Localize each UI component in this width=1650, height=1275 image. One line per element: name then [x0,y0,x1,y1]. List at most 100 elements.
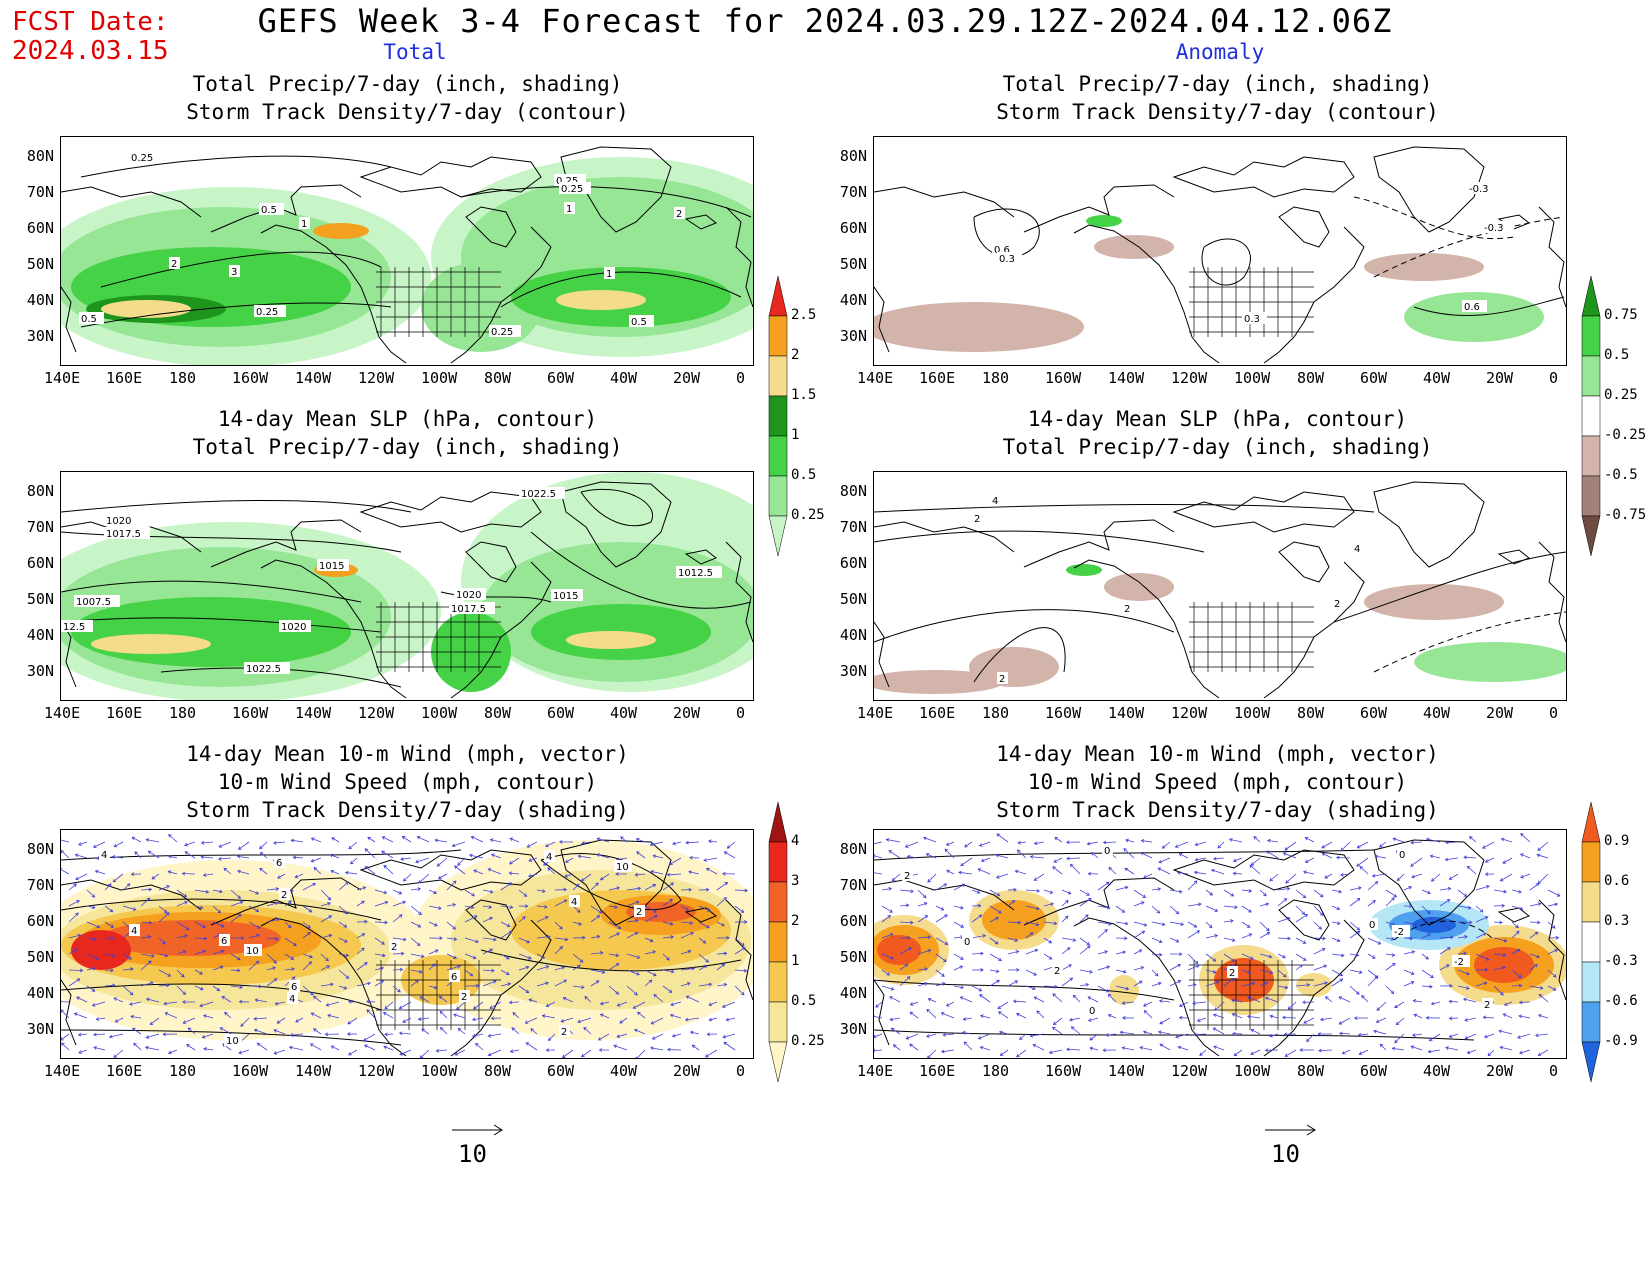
wind-vector-head [721,1004,726,1008]
wind-speed-contour [480,949,742,972]
wind-vector [971,985,982,992]
wind-vector [176,921,190,930]
wind-vector-head [167,870,172,874]
wind-vector [1503,1013,1513,1019]
wind-vector-head [599,950,604,955]
wind-vector [509,857,520,865]
wind-vector-head [1019,1036,1023,1041]
wind-vector [194,937,207,940]
wind-vector [1267,840,1279,843]
wind-vector [1394,1033,1405,1043]
wind-vector-head [1231,958,1236,962]
wind-vector-head [1265,902,1270,907]
wind-vector-head [398,1031,403,1036]
wind-vector [500,969,510,975]
wind-vector-head [361,947,365,952]
wind-vector [230,985,243,988]
contour-label-bg [104,514,136,526]
lat-tick-label: 70N [26,518,54,536]
wind-vector-head [1250,1028,1255,1033]
wind-vector-head [74,948,79,952]
wind-vector-head [1468,836,1473,840]
colorbar-segment [768,355,788,397]
wind-vector-head [309,954,313,959]
wind-vector [95,870,106,875]
wind-vector [418,1017,430,1020]
wind-vector-head [1124,936,1128,941]
wind-vector-head [472,1017,476,1022]
wind-vector [1529,921,1540,923]
wind-vector-head [1554,948,1559,953]
wind-vector-head [508,882,513,886]
wind-vector-head [1161,922,1166,927]
coast-na-west [1073,917,1220,1057]
wind-vector [176,950,186,955]
wind-vector [500,983,511,987]
wind-vector [469,854,484,859]
wind-vector-head [1302,940,1307,944]
wind-vector-head [1106,905,1111,910]
wind-vector [608,905,618,908]
wind-vector-head [327,902,331,906]
lon-tick-label: 100W [421,1062,458,1080]
wind-vector [93,841,106,848]
wind-vector [457,1028,466,1035]
wind-vector [690,1031,700,1035]
wind-vector-head [508,1000,513,1005]
wind-vector-head [1536,954,1541,959]
wind-vector [1259,932,1270,939]
wind-vector-head [1264,996,1269,1001]
wind-vector [338,985,347,990]
wind-vector-head [1068,964,1072,968]
wind-vector-head [1339,972,1344,977]
coast-greenland [1373,481,1485,568]
wind-vector-head [312,1028,317,1032]
wind-vector [1079,898,1092,907]
contour-label: 0.25 [561,184,583,195]
wind-vector-head [1464,1018,1468,1022]
wind-vector [935,914,948,923]
wind-vector [1079,969,1093,973]
storm-anom-contour [1353,196,1515,239]
wind-vector-head [744,888,749,893]
wind-vector-head [926,1034,930,1038]
wind-vector [456,1001,466,1010]
wind-vector [1421,889,1431,894]
wind-vector [935,937,948,945]
wind-vector-head [1124,885,1129,890]
vector-reference-arrow-icon [1265,1124,1316,1136]
contour-label-bg [997,672,1008,684]
wind-vector-head [1302,894,1307,899]
wind-vector-head [887,915,891,919]
wind-vector-head [723,851,728,855]
wind-vector [698,937,706,944]
wind-vector [1192,1001,1207,1004]
wind-vector-head [1161,845,1166,849]
wind-vector-head [73,883,77,887]
colorbar-label: -0.6 [1604,993,1638,1009]
precip-anomaly-shading [874,215,1544,352]
wind-vector-head [1466,971,1470,976]
coast-iceland [1497,907,1530,923]
wind-vector-head [489,916,493,921]
wind-vector [224,1012,232,1019]
contour-label-bg [259,203,284,215]
wind-vector [158,969,171,977]
wind-vector [1034,996,1045,1003]
wind-vector [410,905,422,915]
wind-vector [392,889,402,895]
wind-vector-head [1086,892,1090,896]
wind-vector [953,985,964,989]
contour-label: 2 [676,209,682,220]
wind-vector [917,982,928,987]
wind-vector-head [181,973,185,978]
slp-contour [580,488,654,527]
coast-greenland [560,481,672,568]
wind-vector-head [577,854,582,859]
wind-vector [708,840,718,843]
wind-vector [1277,898,1287,907]
wind-vector [1025,932,1034,939]
wind-vector-head [1391,963,1396,967]
wind-vector-head [108,883,112,887]
wind-vector [626,932,638,939]
